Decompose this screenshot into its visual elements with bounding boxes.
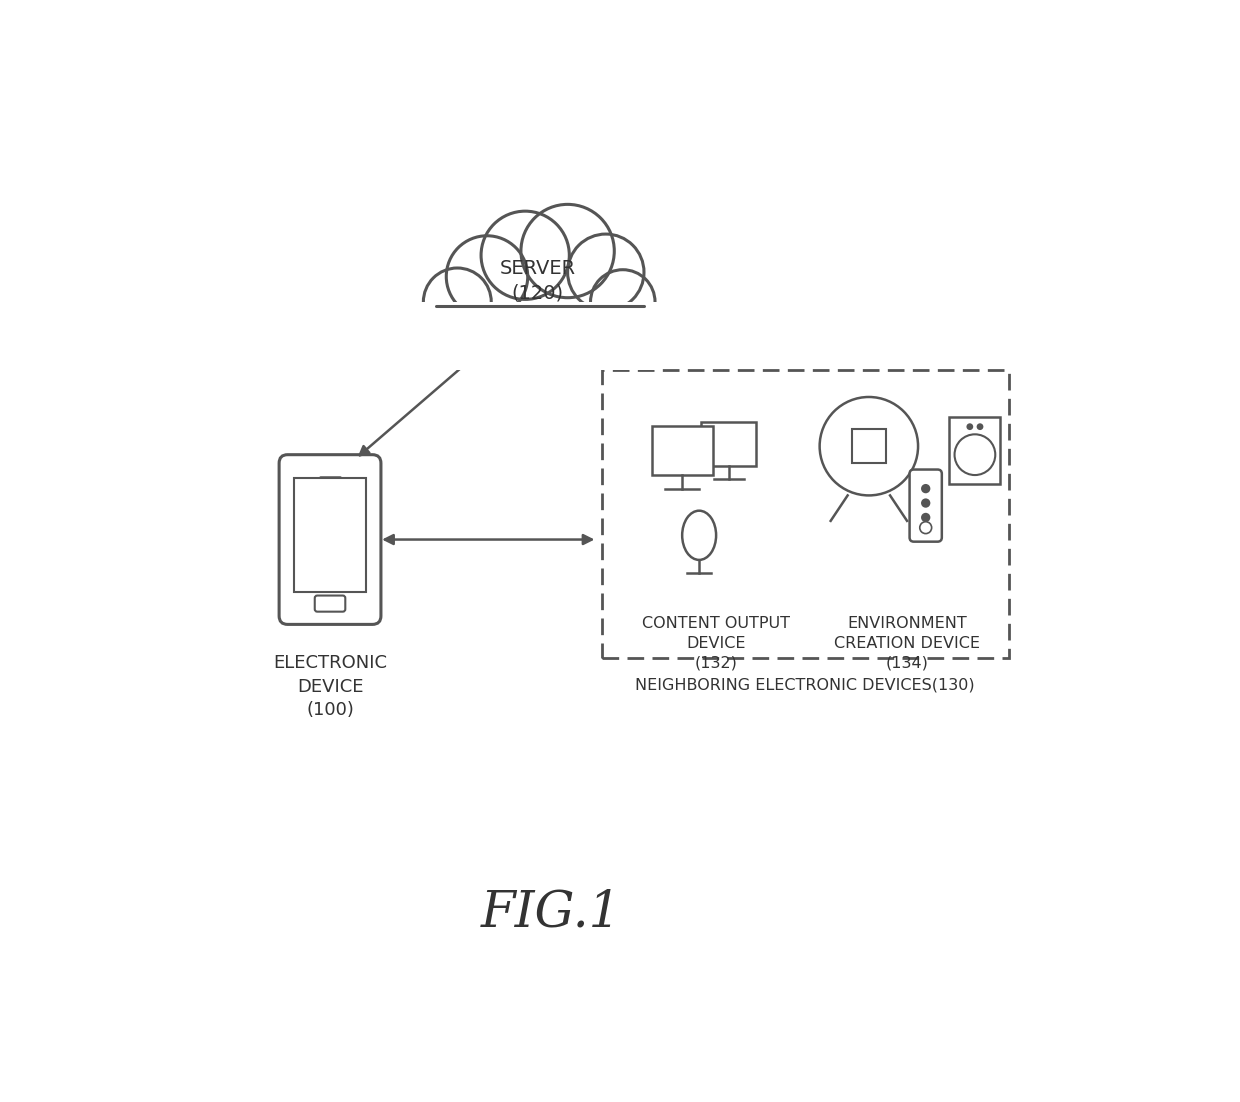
Text: FIG.1: FIG.1 [480, 888, 621, 938]
Circle shape [955, 434, 996, 475]
Bar [652, 425, 713, 475]
Circle shape [966, 423, 973, 430]
Circle shape [921, 512, 930, 522]
Circle shape [568, 234, 644, 311]
Circle shape [446, 236, 528, 317]
Circle shape [423, 268, 491, 336]
Circle shape [977, 423, 983, 430]
FancyBboxPatch shape [315, 595, 345, 612]
Circle shape [921, 498, 930, 508]
Bar [601, 370, 1009, 658]
Bar [852, 430, 885, 463]
Circle shape [921, 484, 930, 494]
FancyBboxPatch shape [294, 478, 366, 592]
FancyBboxPatch shape [910, 469, 942, 542]
Circle shape [481, 212, 569, 300]
Text: ELECTRONIC
DEVICE
(100): ELECTRONIC DEVICE (100) [273, 655, 387, 720]
FancyBboxPatch shape [279, 455, 381, 625]
Text: SERVER
(120): SERVER (120) [500, 259, 577, 303]
Circle shape [820, 397, 918, 496]
Bar [702, 422, 756, 466]
Circle shape [920, 521, 931, 533]
Circle shape [521, 204, 614, 298]
Text: NEIGHBORING ELECTRONIC DEVICES(130): NEIGHBORING ELECTRONIC DEVICES(130) [635, 677, 975, 692]
Ellipse shape [682, 510, 717, 560]
Bar [950, 417, 1001, 485]
Bar [407, 302, 661, 370]
Text: CONTENT OUTPUT
DEVICE
(132): CONTENT OUTPUT DEVICE (132) [642, 616, 790, 670]
Circle shape [590, 270, 655, 334]
Text: ENVIRONMENT
CREATION DEVICE
(134): ENVIRONMENT CREATION DEVICE (134) [835, 616, 980, 670]
